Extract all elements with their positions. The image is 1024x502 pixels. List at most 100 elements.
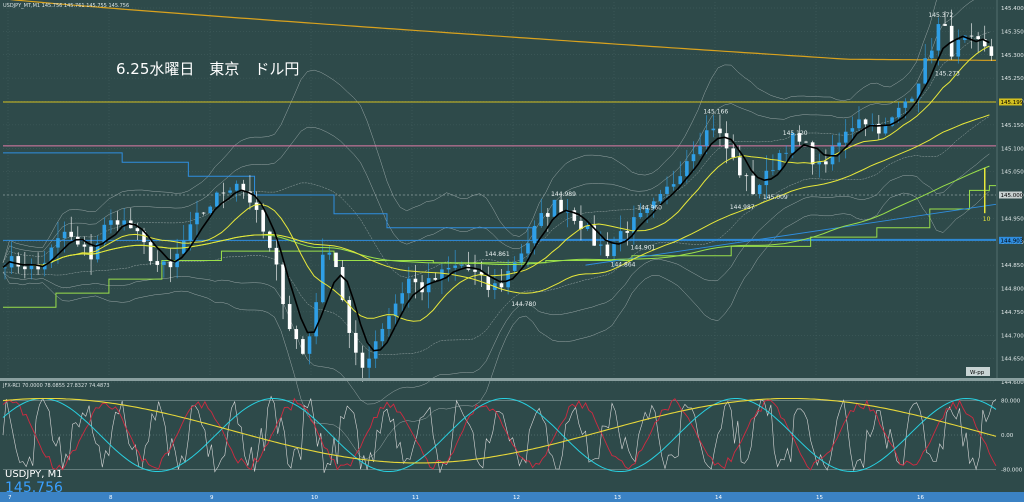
candle-body [612,242,616,257]
candle-body [724,133,729,149]
candle-body [704,130,709,146]
candle-body [903,101,908,108]
candle-body [645,208,649,213]
candle-body [890,117,894,126]
candle-body [810,142,815,165]
rci-pane [2,395,997,473]
price-badge-label: 144.903 [1001,238,1024,244]
candle-body [870,123,875,125]
candle-body [757,185,762,195]
candle-body [506,270,510,288]
candle-body [585,225,590,229]
price-tick-label: 144.600 [1001,380,1024,386]
blue-trendline [585,203,997,266]
candle-body [559,199,563,213]
candle-body [95,243,100,260]
candle-body [651,201,656,209]
time-tick-label: 14 [715,495,722,501]
price-label: 145.120 [783,130,808,137]
candle-body [532,225,537,244]
candle-body [599,244,603,246]
candle-body [824,161,828,165]
candle-body [102,224,107,244]
bollinger-bands [2,0,990,460]
candle-body [221,192,226,194]
candle-body [486,275,491,290]
candle-body [976,36,980,40]
candle-body [400,293,404,304]
bollinger-lower [2,153,990,405]
candle-body [910,98,914,102]
candle-body [162,261,166,265]
candle-body [268,231,272,248]
candle-body [857,119,861,129]
price-label: 145.372 [928,12,953,19]
price-label: 144.901 [631,244,656,251]
pip-marker-label: 10 [983,216,991,223]
price-label: 144.960 [637,205,662,212]
pivot-lines [3,152,997,308]
rci-axis: 80.000 0.00 -80.000 [1001,399,1023,474]
candle-body [751,175,755,195]
candle-body [274,247,279,265]
candle-body [413,278,418,283]
candle-body [62,231,67,239]
candle-body [790,133,795,153]
bollinger-lower [3,116,990,356]
price-badges: 145.199 145.000 144.903 [999,98,1024,244]
candle-body [241,183,246,192]
time-tick-label: 10 [311,495,318,501]
candle-body [294,329,299,340]
price-label: 144.864 [611,262,636,269]
price-label: 145.273 [935,70,960,77]
candle-body [36,264,40,270]
candle-body [459,264,464,266]
rci-very-long-line [2,397,997,464]
price-tick-label: 145.150 [1001,123,1024,129]
candle-body [956,40,961,57]
price-label: 145.009 [763,194,788,201]
candle-body [837,142,841,147]
bollinger-upper [2,31,990,278]
price-badge [999,191,1022,199]
price-badge [999,236,1022,244]
candle-body [625,231,630,233]
candle-body [592,225,596,246]
candle-body [248,191,252,203]
main-info-header: USDJPY_MT,M1 145.756 145.761 145.755 145… [3,3,129,9]
candle-body [665,186,669,194]
candle-body [56,238,60,248]
ma-gold-line [9,0,997,61]
candle-body [698,145,702,155]
price-label: 145.166 [703,108,728,115]
candle-body [936,24,941,51]
price-tick-label: 144.950 [1001,216,1024,222]
price-tick-label: 145.300 [1001,53,1024,59]
candle-body [797,133,802,142]
candle-body [777,153,782,170]
candle-body [605,244,610,257]
price-tick-label: 145.400 [1001,6,1024,12]
candle-body [387,316,391,329]
candle-body [407,278,411,294]
candle-body [883,125,888,134]
pane-separator[interactable] [0,378,1024,381]
price-tick-label: 144.800 [1001,287,1024,293]
candle-body [969,35,974,37]
candle-body [512,262,517,271]
candle-body [863,119,868,125]
candle-body [711,128,716,131]
candle-body [989,46,994,56]
candle-body [155,261,160,265]
gold-moving-average [9,0,997,61]
price-badge-label: 145.199 [1001,100,1024,106]
time-tick-label: 15 [816,495,823,501]
candle-body [82,244,87,247]
candle-body [843,131,848,143]
candle-body [453,265,457,268]
candle-body [254,202,259,210]
candle-body [320,254,325,303]
candle-body [850,128,855,132]
time-axis-bar[interactable] [0,492,1024,502]
